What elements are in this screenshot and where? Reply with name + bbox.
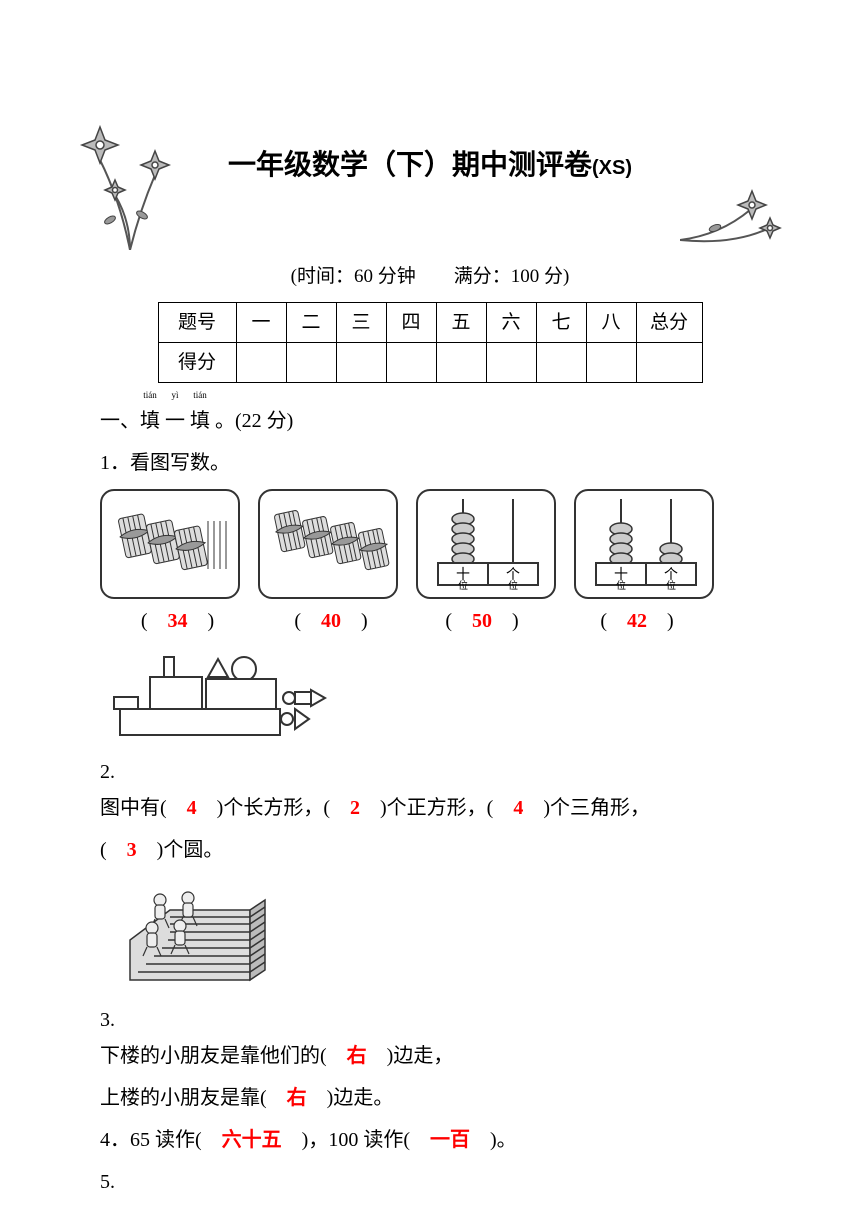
q2-a1: 4 bbox=[187, 797, 197, 819]
q2-a4: 3 bbox=[127, 839, 137, 861]
svg-text:位: 位 bbox=[508, 579, 518, 592]
score-value-cell bbox=[436, 343, 486, 383]
score-value-cell bbox=[336, 343, 386, 383]
score-value-cell bbox=[536, 343, 586, 383]
decor-flower-right bbox=[680, 170, 800, 272]
score-header-cell: 题号 bbox=[158, 303, 236, 343]
q4-line: 4．65 读作( 六十五 )，100 读作( 一百 )。 bbox=[100, 1122, 760, 1158]
score-value-cell bbox=[486, 343, 536, 383]
section-1-title: 一、tián填 yì一 tián填 。(22 分) bbox=[100, 403, 760, 439]
score-header-cell: 二 bbox=[286, 303, 336, 343]
q3-a2: 右 bbox=[287, 1087, 307, 1109]
score-value-cell bbox=[586, 343, 636, 383]
score-value-cell bbox=[286, 343, 336, 383]
q1-images: 十 位 个 位 十 位 个 位 bbox=[100, 489, 760, 599]
score-value-cell bbox=[636, 343, 702, 383]
q2-a3: 4 bbox=[513, 797, 523, 819]
q3-num: 3. bbox=[100, 1009, 115, 1031]
score-label: 满分：100 分) bbox=[454, 266, 570, 287]
decor-flower-left bbox=[60, 90, 200, 262]
q2-line2: ( 3 )个圆。 bbox=[100, 832, 760, 868]
section-suffix: 。(22 分) bbox=[215, 410, 293, 432]
q3-row: 3. bbox=[100, 870, 760, 1038]
score-value-cell bbox=[236, 343, 286, 383]
q2-a2: 2 bbox=[350, 797, 360, 819]
q2-row: 2. bbox=[100, 647, 760, 790]
score-table: 题号一二三四五六七八总分 得分 bbox=[158, 302, 703, 383]
exam-info: (时间：60 分钟 满分：100 分) bbox=[100, 260, 760, 294]
svg-text:位: 位 bbox=[616, 579, 626, 592]
q3-line2: 上楼的小朋友是靠( 右 )边走。 bbox=[100, 1080, 760, 1116]
section-prefix: 一、 bbox=[100, 410, 140, 432]
q2-line1: 图中有( 4 )个长方形，( 2 )个正方形，( 4 )个三角形， bbox=[100, 790, 760, 826]
score-header-row: 题号一二三四五六七八总分 bbox=[158, 303, 702, 343]
q4-a1: 六十五 bbox=[222, 1129, 282, 1151]
score-header-cell: 七 bbox=[536, 303, 586, 343]
q3-a1: 右 bbox=[347, 1045, 367, 1067]
q1-answers: ( 34 )( 40 )( 50 )( 42 ) bbox=[100, 603, 760, 639]
q1-answer-cell: ( 50 ) bbox=[407, 603, 557, 639]
score-header-cell: 三 bbox=[336, 303, 386, 343]
shapes-figure bbox=[110, 647, 340, 754]
q4-a2: 一百 bbox=[430, 1129, 470, 1151]
q1-answer-cell: ( 40 ) bbox=[255, 603, 407, 639]
q1-card-4: 十 位 个 位 bbox=[574, 489, 714, 599]
q1-answer-cell: ( 34 ) bbox=[100, 603, 255, 639]
q1-card-3: 十 位 个 位 bbox=[416, 489, 556, 599]
score-header-cell: 五 bbox=[436, 303, 486, 343]
score-header-cell: 四 bbox=[386, 303, 436, 343]
q1-answer-cell: ( 42 ) bbox=[557, 603, 717, 639]
q1-label: 1．看图写数。 bbox=[100, 445, 760, 481]
q1-card-1 bbox=[100, 489, 240, 599]
q1-card-2 bbox=[258, 489, 398, 599]
score-value-cell: 得分 bbox=[158, 343, 236, 383]
title-suffix: (XS) bbox=[592, 157, 632, 179]
header-band: 一年级数学（下）期中测评卷(XS) bbox=[100, 90, 760, 240]
score-header-cell: 八 bbox=[586, 303, 636, 343]
score-header-cell: 总分 bbox=[636, 303, 702, 343]
q2-num: 2. bbox=[100, 761, 115, 783]
q5-label: 5. bbox=[100, 1164, 760, 1200]
q3-line1: 下楼的小朋友是靠他们的( 右 )边走， bbox=[100, 1038, 760, 1074]
svg-text:位: 位 bbox=[666, 579, 676, 592]
score-value-row: 得分 bbox=[158, 343, 702, 383]
stairs-figure bbox=[110, 870, 270, 1002]
score-header-cell: 六 bbox=[486, 303, 536, 343]
exam-title: 一年级数学（下）期中测评卷(XS) bbox=[228, 140, 632, 190]
score-value-cell bbox=[386, 343, 436, 383]
time-label: (时间：60 分钟 bbox=[291, 266, 416, 287]
score-header-cell: 一 bbox=[236, 303, 286, 343]
title-text: 一年级数学（下）期中测评卷 bbox=[228, 149, 592, 180]
svg-text:位: 位 bbox=[458, 579, 468, 592]
